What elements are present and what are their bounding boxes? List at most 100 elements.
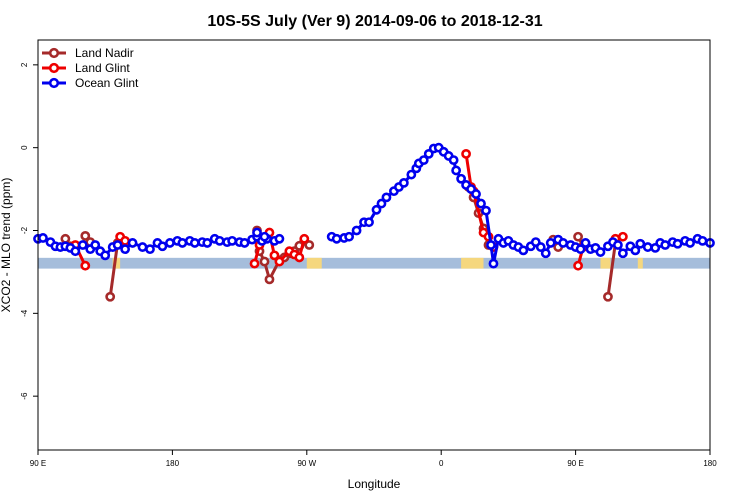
data-point (364, 217, 374, 228)
data-point (448, 155, 459, 166)
data-point (189, 238, 200, 248)
data-point (145, 244, 155, 255)
data-point (127, 238, 138, 248)
data-point (545, 238, 556, 248)
data-point (642, 242, 653, 252)
x-tick-label: 90 E (567, 459, 583, 468)
data-point (697, 235, 708, 246)
data-point (80, 230, 91, 241)
y-axis: 2 0 -2 -4 -6 (20, 62, 38, 400)
data-point (100, 250, 111, 261)
data-point (227, 235, 238, 246)
data-point (38, 233, 48, 243)
legend-label: Ocean Glint (75, 76, 139, 90)
data-point (456, 173, 467, 184)
data-point (575, 244, 586, 255)
legend-marker (48, 62, 60, 74)
land-band (112, 257, 121, 269)
map-band (38, 257, 710, 269)
ocean-band (38, 257, 710, 269)
data-point (259, 256, 270, 267)
series-ocean-glint (33, 142, 715, 269)
data-point (299, 233, 310, 244)
data-point (80, 260, 91, 271)
data-point (157, 241, 168, 252)
data-point (617, 248, 628, 259)
data-point (461, 148, 471, 159)
data-point (398, 177, 409, 188)
data-point (518, 245, 529, 256)
x-tick-label: 180 (166, 459, 180, 468)
data-point (580, 238, 591, 248)
series-line (108, 242, 120, 298)
data-point (120, 235, 131, 246)
data-point (274, 233, 285, 244)
legend-label: Land Glint (75, 61, 130, 75)
data-point (540, 248, 551, 259)
data-point (274, 256, 285, 267)
data-point (294, 252, 305, 263)
legend-item: Land Nadir (42, 46, 134, 60)
data-point (239, 238, 250, 248)
series-layer (33, 142, 715, 302)
data-point (481, 205, 491, 216)
data-point (660, 240, 671, 250)
data-point (269, 250, 280, 261)
data-point (331, 233, 342, 244)
data-point (573, 260, 583, 271)
x-tick-label: 90 E (30, 459, 46, 468)
data-point (476, 198, 486, 209)
data-point (672, 238, 683, 249)
data-point (685, 238, 695, 248)
data-point (558, 238, 569, 248)
data-point (105, 291, 116, 302)
land-band (637, 257, 643, 269)
data-point (603, 291, 613, 302)
legend-item: Land Glint (42, 61, 130, 75)
series-line (606, 242, 617, 298)
data-point (259, 231, 270, 242)
data-point (214, 235, 225, 246)
y-tick-label: -4 (20, 309, 29, 317)
data-point (264, 274, 275, 285)
data-point (177, 238, 188, 248)
y-axis-label: XCO2 - MLO trend (ppm) (0, 178, 13, 313)
data-point (595, 247, 606, 257)
data-point (488, 258, 499, 269)
data-point (535, 242, 546, 252)
data-point (371, 204, 382, 215)
data-point (418, 155, 429, 166)
data-point (112, 240, 123, 250)
y-tick-label: -6 (20, 392, 29, 400)
data-point (381, 192, 392, 203)
data-point (249, 258, 260, 269)
land-band (461, 257, 484, 269)
y-tick-label: 0 (20, 145, 29, 150)
data-point (70, 246, 81, 257)
data-point (635, 238, 646, 249)
data-point (613, 240, 623, 250)
legend-label: Land Nadir (75, 46, 134, 60)
data-point (471, 189, 481, 199)
land-band (306, 257, 322, 269)
legend-item: Ocean Glint (42, 76, 139, 90)
data-point (617, 231, 628, 242)
plot-frame (37, 39, 711, 451)
data-point (60, 233, 71, 244)
data-point (137, 242, 148, 252)
legend-marker (48, 77, 60, 89)
data-point (165, 238, 175, 248)
x-tick-label: 180 (703, 459, 717, 468)
y-tick-label: -2 (20, 226, 29, 234)
data-point (451, 165, 462, 176)
x-axis-label: Longitude (348, 477, 401, 491)
land-band (600, 257, 611, 269)
chart-title: 10S-5S July (Ver 9) 2014-09-06 to 2018-1… (207, 13, 542, 30)
data-point (90, 240, 101, 250)
legend-marker (48, 47, 60, 59)
x-tick-label: 90 W (297, 459, 316, 468)
data-point (77, 240, 88, 250)
x-tick-label: 0 (439, 459, 444, 468)
data-point (252, 227, 262, 238)
